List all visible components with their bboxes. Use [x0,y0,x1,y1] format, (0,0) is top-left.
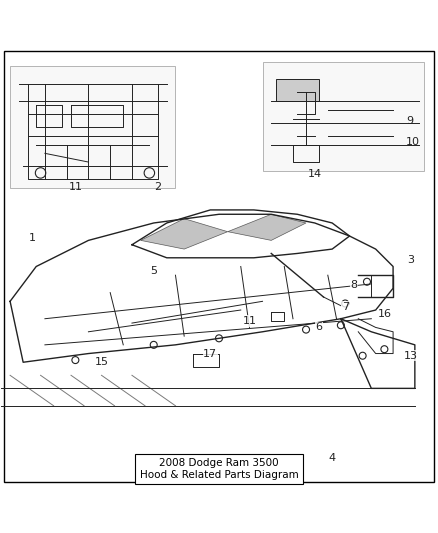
Text: 2008 Dodge Ram 3500
Hood & Related Parts Diagram: 2008 Dodge Ram 3500 Hood & Related Parts… [140,458,298,480]
Polygon shape [141,219,228,249]
Text: 11: 11 [243,316,257,326]
Text: 17: 17 [203,349,217,359]
Text: 3: 3 [407,255,414,265]
Text: 2: 2 [155,182,162,192]
Text: 6: 6 [316,322,323,333]
Text: 10: 10 [406,138,420,148]
Text: 15: 15 [95,357,109,367]
Text: 9: 9 [406,116,413,126]
Text: 11: 11 [68,182,82,192]
Text: 16: 16 [378,309,392,319]
Text: 1: 1 [28,233,35,243]
Polygon shape [276,79,319,101]
Text: 4: 4 [328,453,336,463]
FancyBboxPatch shape [10,66,176,188]
Text: 5: 5 [150,266,157,276]
Text: 13: 13 [403,351,417,361]
Text: 8: 8 [350,280,357,290]
FancyBboxPatch shape [262,62,424,171]
Text: 7: 7 [342,302,349,312]
Text: 14: 14 [307,168,322,179]
Polygon shape [228,214,306,240]
